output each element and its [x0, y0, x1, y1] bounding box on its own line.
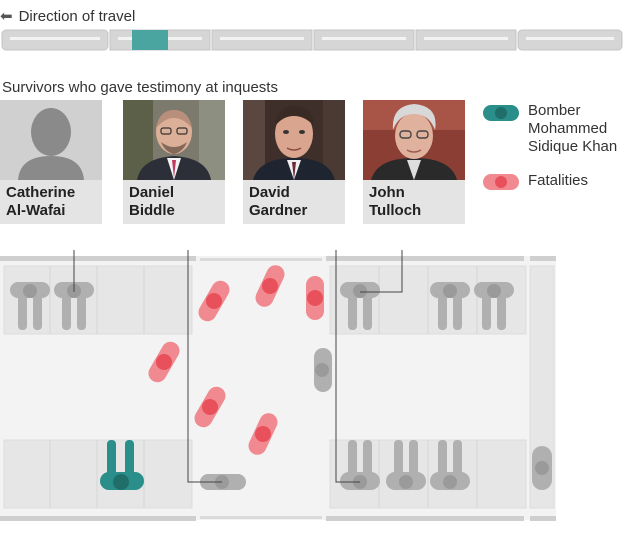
fatality-marker: [306, 276, 324, 320]
passengers: [10, 282, 552, 490]
fatalities: [148, 265, 324, 455]
arrow-left-icon: ⬅: [0, 8, 13, 25]
bomber-marker: [100, 440, 144, 490]
survivor-name: Catherine Al-Wafai: [6, 184, 76, 219]
portrait-photo: [243, 100, 345, 180]
fatality-marker: [255, 265, 285, 307]
passenger: [200, 474, 246, 490]
survivor-card: Daniel Biddle: [123, 100, 225, 224]
direction-label: Direction of travel: [18, 7, 136, 25]
passenger: [532, 446, 552, 490]
direction-of-travel: ⬅ Direction of travel: [0, 6, 135, 26]
leader-line: [360, 250, 403, 293]
leader-line: [335, 250, 360, 483]
leader-line: [187, 250, 222, 483]
survivor-card: David Gardner: [243, 100, 345, 224]
bomber-legend-label: Bomber Mohammed Sidique Khan: [528, 102, 618, 155]
silhouette-icon: [0, 100, 102, 180]
train-strip: [1, 29, 623, 51]
fatality-marker: [248, 413, 278, 455]
survivor-name: John Tulloch: [369, 184, 422, 219]
fatality-marker: [194, 386, 226, 428]
passenger: [474, 282, 514, 330]
fatality-marker: [198, 280, 230, 322]
survivor-name: David Gardner: [249, 184, 308, 219]
leader-lines: [73, 250, 403, 483]
fatality-legend-label: Fatalities: [528, 172, 589, 189]
passenger: [314, 348, 332, 392]
fatality-legend-icon: [483, 174, 519, 190]
fatality-marker: [148, 341, 180, 383]
passenger: [430, 440, 470, 490]
passenger: [430, 282, 470, 330]
bomber-legend-icon: [483, 105, 519, 121]
portrait-photo: [123, 100, 225, 180]
seat-bench: [3, 439, 193, 509]
carriage-walls: [0, 256, 556, 521]
seat-bench: [3, 265, 193, 335]
passenger: [340, 282, 380, 330]
portrait-photo: [363, 100, 465, 180]
passenger: [340, 440, 380, 490]
carriage-floor-plan: [0, 250, 556, 521]
passenger: [386, 440, 426, 490]
section-title: Survivors who gave testimony at inquests: [2, 79, 278, 96]
survivor-card: Catherine Al-Wafai: [0, 100, 102, 224]
bomb-location-highlight: [132, 30, 168, 50]
survivor-card: John Tulloch: [363, 100, 465, 224]
passenger: [10, 282, 50, 330]
survivor-name: Daniel Biddle: [129, 184, 175, 219]
